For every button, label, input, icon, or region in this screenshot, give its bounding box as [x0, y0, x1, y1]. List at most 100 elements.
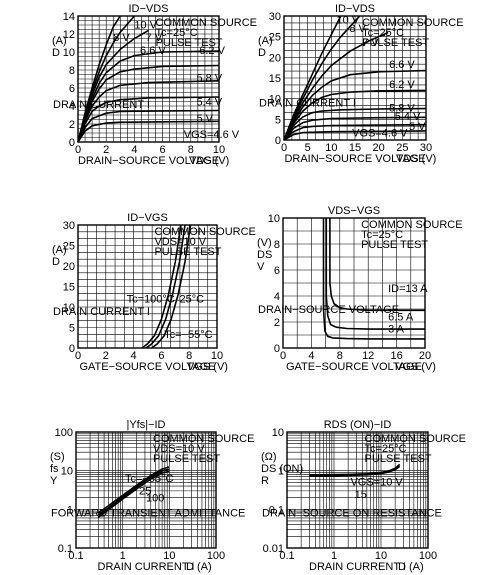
x-axis-unit: VGS (V): [395, 361, 436, 373]
series-label: Tc=100°C: [127, 293, 175, 305]
chart-title: ID−VDS: [128, 3, 168, 15]
series-line: [77, 109, 220, 143]
chart-4: 0 4 8 12 16 20 0 2 4 6 8 10 VDS−VGS COMMON SOURCETc=2…: [257, 205, 463, 373]
y-axis-unit: DS: [257, 249, 272, 261]
y-tick-label: 1: [278, 466, 284, 478]
y-axis-unit: (A): [52, 35, 67, 47]
x-tick-label: 0: [281, 142, 287, 154]
series-label: 5.4 V: [196, 96, 222, 108]
x-tick-label: 25: [396, 142, 408, 154]
y-tick-label: 2: [69, 119, 75, 131]
y-tick-label: 0.1: [269, 504, 284, 516]
annotation-line: VDS=10 V: [154, 236, 206, 248]
y-tick-label: 10: [269, 94, 281, 106]
x-tick-label: 8: [186, 350, 192, 362]
x-tick-label: 4: [131, 144, 137, 156]
series-line: [145, 224, 186, 349]
series-label: Tc=−55°C: [164, 329, 212, 341]
x-tick-label: 1: [120, 550, 126, 562]
chart-title: RDS (ON)−ID: [324, 419, 392, 431]
x-tick-label: 10: [163, 550, 175, 562]
x-tick-label: 10: [213, 144, 225, 156]
y-axis-unit: (A): [258, 35, 273, 47]
series-label: 25°C: [179, 293, 204, 305]
series-line: [283, 15, 361, 141]
annotation-line: COMMON SOURCE: [365, 433, 466, 445]
y-tick-label: 0.1: [58, 543, 73, 555]
plot-frame: [77, 224, 218, 349]
series-label: VGS=10 V: [350, 476, 403, 488]
series-label: VGS=4.6 V: [184, 129, 240, 141]
plot-frame: [286, 431, 429, 549]
y-tick-label: 15: [269, 73, 281, 85]
series-line: [309, 465, 401, 477]
annotation-line: COMMON SOURCE: [153, 433, 254, 445]
annotation-line: PULSE TEST: [365, 453, 432, 465]
y-tick-label: 100: [55, 427, 73, 439]
series-label: 6.5 A: [388, 312, 414, 324]
chart-2: 0 5 10 15 20 25 30 0 5 10 15 20 25 30 ID−VDS COMMON SOU…: [258, 3, 464, 165]
series-label: 5.8 V: [389, 102, 415, 114]
x-tick-label: 20: [419, 350, 431, 362]
x-tick-label: 16: [390, 350, 402, 362]
chart-5: 0.1 1 10 100 0.1 1 10 100 |Yfs|−ID COMMON SOURCEV…: [50, 419, 254, 573]
x-axis-label: DRAIN−SOURCE VOLTAGE: [78, 155, 219, 167]
y-axis-unit: DS (ON): [261, 463, 303, 475]
y-axis-unit: (Ω): [261, 451, 277, 463]
series-line: [77, 96, 220, 143]
y-tick-label: 6: [69, 83, 75, 95]
y-tick-label: 0: [275, 135, 281, 147]
annotation-line: VDS=10 V: [153, 443, 205, 455]
series-label: ID=13 A: [388, 283, 428, 295]
y-tick-label: 25: [269, 32, 281, 44]
x-tick-label: 0: [280, 350, 286, 362]
grid: [78, 225, 217, 348]
annotation-line: Tc=25°C: [365, 443, 407, 455]
plot-frame: [282, 217, 426, 349]
series-label: 8 V: [113, 32, 130, 44]
series-label: 7 V: [146, 32, 163, 44]
x-tick-label: 0.1: [279, 550, 294, 562]
y-axis-unit: D: [258, 47, 266, 59]
y-tick-label: 6: [274, 265, 280, 277]
series-label: 10 V: [134, 20, 157, 32]
y-tick-label: 4: [274, 291, 280, 303]
y-tick-label: 20: [63, 261, 75, 273]
series-label: Tc=−55°C: [125, 473, 173, 485]
x-tick-label: 8: [337, 350, 343, 362]
x-tick-label: 15: [349, 142, 361, 154]
x-tick-label: 100: [207, 550, 225, 562]
series-line: [283, 123, 427, 141]
annotation-line: COMMON SOURCE: [362, 17, 463, 29]
series-line: [141, 224, 182, 349]
grid: [286, 432, 428, 549]
y-tick-label: 14: [63, 11, 75, 23]
y-tick-label: 5: [69, 323, 75, 335]
annotation-line: PULSE TEST: [361, 239, 428, 251]
series-line: [97, 470, 170, 519]
y-axis-unit: Y: [50, 475, 58, 487]
y-axis-label: DRAIN CURRENT I: [53, 99, 150, 111]
x-tick-label: 10: [375, 550, 387, 562]
series-label: 8 V: [349, 23, 366, 35]
y-tick-label: 0: [274, 343, 280, 355]
series-line: [151, 224, 192, 349]
y-axis-label: DRAIN CURRENT I: [53, 306, 150, 318]
series-line: [77, 64, 220, 143]
chart-title: ID−VDS: [335, 3, 375, 15]
x-tick-label: 12: [362, 350, 374, 362]
y-tick-label: 8: [69, 65, 75, 77]
x-tick-label: 0: [75, 144, 81, 156]
annotation-line: Tc=25°C: [156, 27, 198, 39]
y-axis-unit: (V): [257, 237, 272, 249]
chart-title: ID−VGS: [127, 212, 168, 224]
chart-3: 0 2 4 6 8 10 0 5 10 15 20 25 30 ID−VGS COMMON SOURCEVD…: [52, 212, 256, 373]
y-axis-unit: (A): [52, 244, 67, 256]
series-line: [283, 89, 427, 141]
y-axis-unit: D: [52, 47, 60, 59]
y-tick-label: 1: [67, 504, 73, 516]
y-tick-label: 2: [274, 317, 280, 329]
y-axis-unit: fs: [50, 463, 59, 475]
plot-frame: [77, 15, 220, 143]
